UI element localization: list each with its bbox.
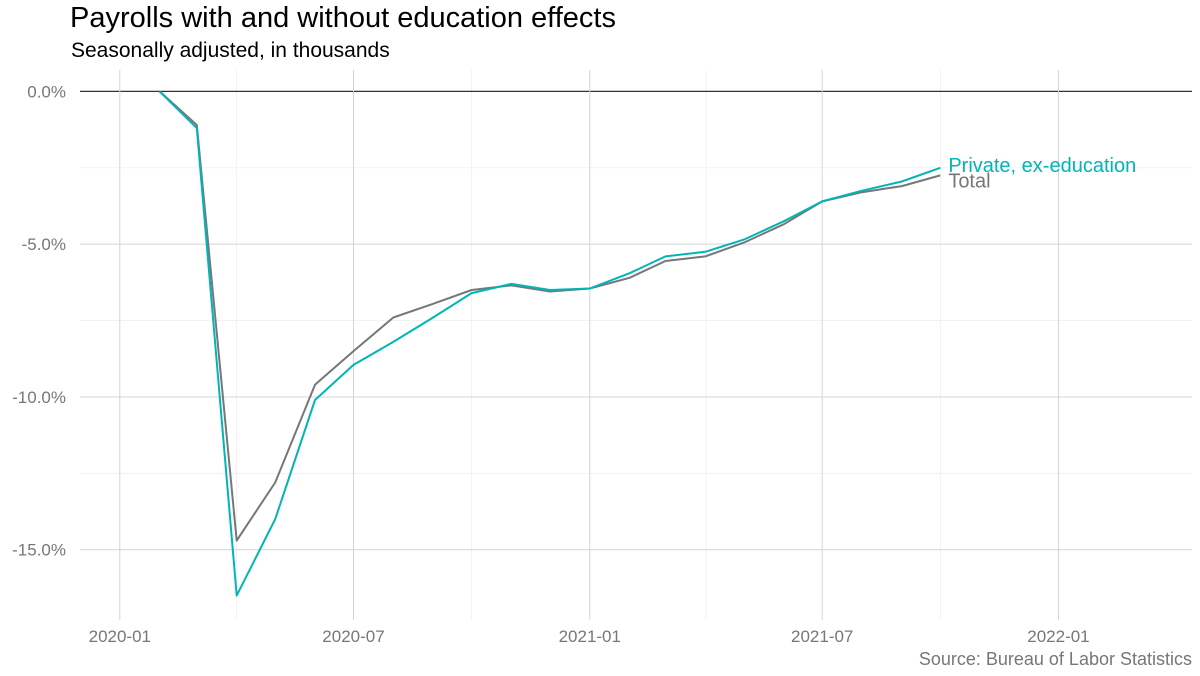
x-tick-label: 2022-01 [1027, 627, 1089, 646]
series-label-private-ex-education: Private, ex-education [948, 155, 1136, 177]
chart-subtitle: Seasonally adjusted, in thousands [71, 39, 390, 62]
x-tick-label: 2021-01 [559, 627, 621, 646]
grid-layer [80, 70, 1192, 620]
y-tick-label: -15.0% [12, 541, 66, 560]
y-tick-label: 0.0% [27, 82, 66, 101]
source-note: Source: Bureau of Labor Statistics [918, 649, 1192, 669]
x-tick-label: 2020-07 [322, 627, 384, 646]
x-tick-label: 2020-01 [89, 627, 151, 646]
series-label-total: Total [948, 170, 990, 192]
chart-title: Payrolls with and without education effe… [70, 2, 616, 34]
axis-labels: 0.0% -5.0% -10.0% -15.0% 2020-01 2020-07 2021-… [12, 82, 1090, 646]
y-tick-label: -5.0% [22, 235, 66, 254]
series-line-private-ex-education [158, 90, 941, 597]
y-tick-label: -10.0% [12, 388, 66, 407]
x-tick-label: 2021-07 [791, 627, 853, 646]
